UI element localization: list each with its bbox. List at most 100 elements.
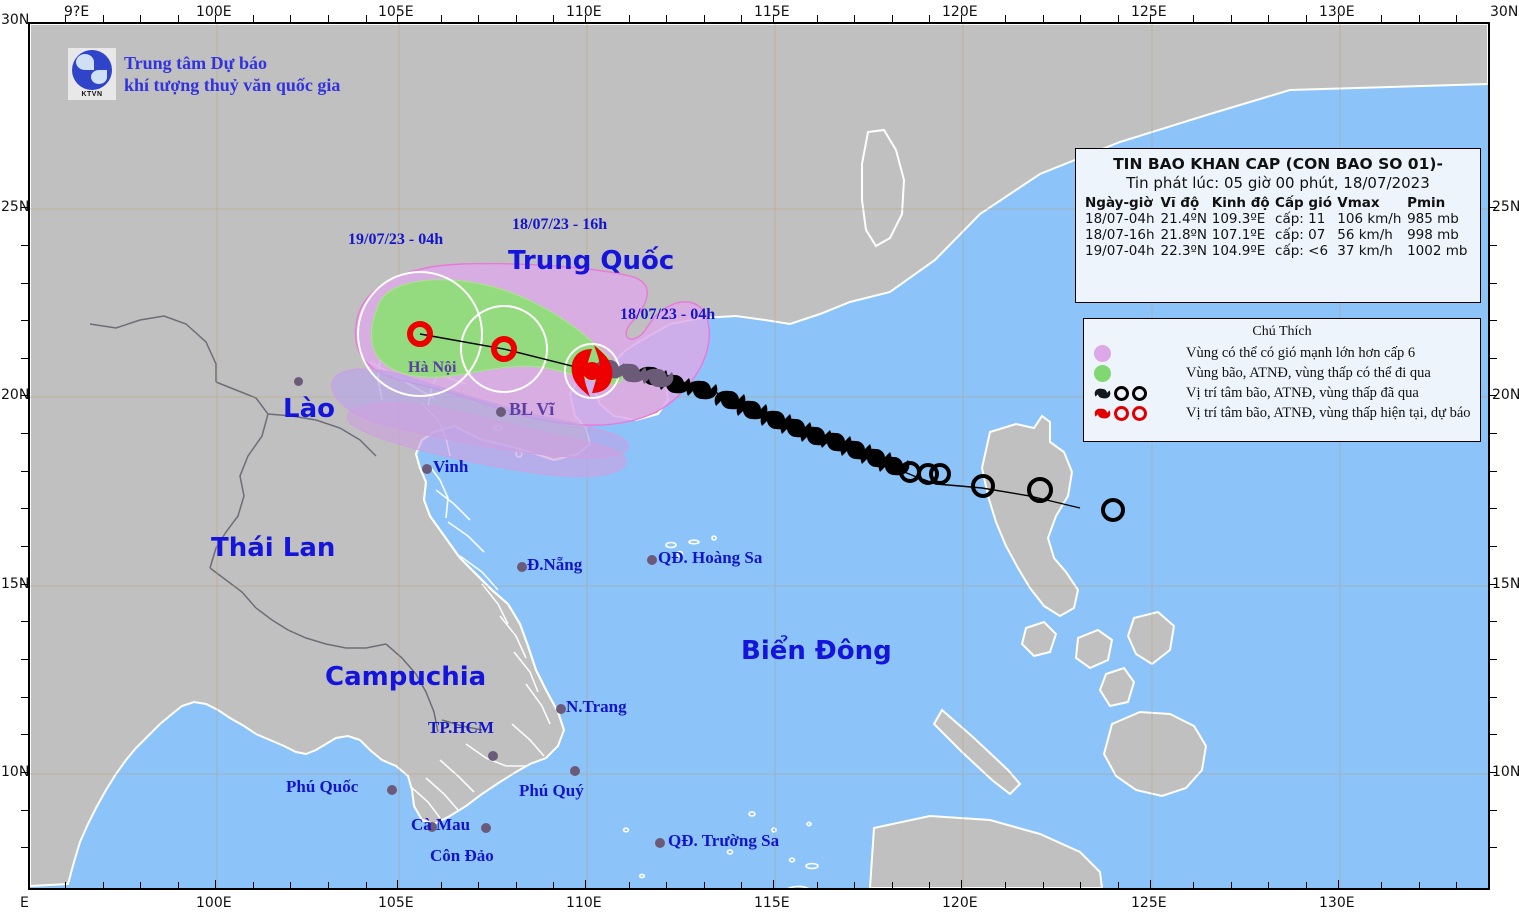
lat-tick-label-25N: 25N [1, 199, 30, 215]
legend-symbol-past [1090, 385, 1186, 402]
track-past-positions [636, 366, 910, 476]
marker-current-storm-center [571, 345, 613, 397]
legend-label-past: Vị trí tâm bão, ATNĐ, vùng thấp đã qua [1186, 384, 1419, 401]
cell-wind-level: cấp: 07 [1275, 227, 1326, 243]
legend-symbol-violet [1090, 344, 1186, 362]
agency-name: Trung tâm Dự báo khí tượng thuỷ văn quốc… [124, 52, 340, 97]
col-latitude: Vĩ độ [1160, 195, 1200, 211]
city-dot-vinh [422, 464, 432, 474]
axis-corner-right-label-top: 30N [1490, 4, 1519, 20]
lon-tick-label-115E: 115E [754, 4, 790, 20]
legend-label-violet: Vùng có thể có gió mạnh lớn hơn cấp 6 [1186, 344, 1416, 361]
cone-green-storm-path [370, 279, 623, 385]
cell-latitude: 21.8ºN [1160, 227, 1208, 243]
cell-datetime: 19/07-04h [1085, 243, 1155, 259]
red-open-circle-icon-1 [1114, 405, 1129, 421]
lon-tick-label-bottom-120E: 120E [942, 895, 978, 911]
city-label-da-nang: Đ.Nẵng [527, 555, 583, 574]
red-open-circle-icon-2 [1132, 405, 1147, 421]
agency-name-line1: Trung tâm Dự báo [124, 52, 267, 73]
landmass-mindoro [1020, 620, 1058, 658]
sea-label-bien-dong: Biển Đông [741, 636, 892, 666]
cone-violet-lower-lobe [346, 402, 627, 477]
city-dot-hoang-sa [647, 555, 657, 565]
legend-row-current-track: Vị trí tâm bão, ATNĐ, vùng thấp hiện tại… [1090, 403, 1474, 423]
country-borders [89, 315, 483, 733]
lon-tick-label-125E: 125E [1131, 4, 1167, 20]
lon-tick-label-100E: 100E [196, 4, 232, 20]
country-label-thai-lan: Thái Lan [211, 533, 336, 563]
legend-label-current: Vị trí tâm bão, ATNĐ, vùng thấp hiện tại… [1186, 404, 1471, 421]
cell-datetime: 18/07-04h [1085, 211, 1155, 227]
legend-row-green-area: Vùng bão, ATNĐ, vùng thấp có thể đi qua [1090, 363, 1474, 383]
city-dot-truong-sa [655, 838, 665, 848]
col-datetime: Ngày-giờ [1085, 195, 1153, 211]
city-label-ha-noi: Hà Nội [408, 359, 457, 376]
landmass-taiwan [861, 128, 906, 248]
landmass-samar-leyte [1126, 610, 1176, 666]
lon-tick-label-bottom-125E: 125E [1131, 895, 1167, 911]
cell-longitude: 107.1ºE [1211, 227, 1266, 243]
bulletin-issued-time: Tin phát lúc: 05 giờ 00 phút, 18/07/2023 [1126, 174, 1430, 192]
legend-symbol-green [1090, 364, 1186, 382]
agency-name-line2: khí tượng thuỷ văn quốc gia [124, 75, 341, 95]
lat-tick-label-right-20N: 20N [1492, 387, 1519, 403]
black-open-circle-icon-1 [1114, 385, 1129, 401]
storm-bulletin-panel: TIN BAO KHAN CAP (CON BAO SO 01)- Tin ph… [1075, 148, 1481, 303]
legend-row-past-track: Vị trí tâm bão, ATNĐ, vùng thấp đã qua [1090, 383, 1474, 403]
cell-vmax: 106 km/h [1337, 211, 1402, 227]
landmass-mindanao [1102, 710, 1208, 798]
landmass-palawan [932, 708, 1022, 796]
city-label-bl-vi: BL Vĩ [509, 399, 555, 419]
forecast-table: Ngày-giờ Vĩ độ Kinh độ Cấp gió Vmax Pmin… [1084, 195, 1472, 259]
black-cyclone-icon [1094, 388, 1111, 398]
country-label-campuchia: Campuchia [325, 662, 487, 692]
landmass-negros [1098, 666, 1136, 708]
marker-forecast-19-07-04h [407, 321, 433, 347]
track-open-circles [899, 461, 1125, 522]
lon-tick-label-120E: 120E [942, 4, 978, 20]
axis-corner-left-label: 9?E [64, 4, 90, 20]
cell-datetime: 18/07-16h [1085, 227, 1155, 243]
table-row: 18/07-16h 21.8ºN 107.1ºE cấp: 07 56 km/h… [1084, 227, 1472, 243]
city-label-tp-hcm: TP.HCM [428, 718, 494, 737]
col-pmin: Pmin [1407, 195, 1446, 211]
forecast-time-label-19-07-04h: 19/07/23 - 04h [348, 231, 444, 248]
col-vmax: Vmax [1337, 195, 1380, 211]
legend-label-green: Vùng bão, ATNĐ, vùng thấp có thể đi qua [1186, 364, 1431, 381]
lon-tick-label-bottom-130E: 130E [1319, 895, 1355, 911]
city-dot-tp-hcm [488, 751, 498, 761]
cell-latitude: 21.4ºN [1160, 211, 1208, 227]
lat-tick-label-right-10N: 10N [1492, 764, 1519, 780]
lat-tick-label-right-15N: 15N [1492, 576, 1519, 592]
city-label-nha-trang: N.Trang [566, 697, 627, 716]
cell-vmax: 56 km/h [1337, 227, 1393, 243]
city-dot-phu-quoc [387, 785, 397, 795]
lat-tick-label-right-25N: 25N [1492, 199, 1519, 215]
city-dot-da-nang [517, 562, 527, 572]
table-row: 18/07-04h 21.4ºN 109.3ºE cấp: 11 106 km/… [1084, 211, 1472, 227]
table-row: 19/07-04h 22.3ºN 104.9ºE cấp: <6 37 km/h… [1084, 243, 1472, 259]
lon-tick-label-110E: 110E [566, 4, 602, 20]
cell-vmax: 37 km/h [1337, 243, 1393, 259]
landmass-luzon [980, 414, 1080, 618]
city-dot-con-dao [481, 823, 491, 833]
lon-tick-label-bottom-left: E [20, 895, 29, 911]
green-area-swatch [1094, 364, 1111, 382]
cell-longitude: 109.3ºE [1211, 211, 1266, 227]
lat-tick-label-15N: 15N [1, 576, 30, 592]
forecast-table-header-row: Ngày-giờ Vĩ độ Kinh độ Cấp gió Vmax Pmin [1084, 195, 1472, 211]
col-wind-level: Cấp gió [1275, 195, 1332, 211]
logo-badge-text: KTVN [81, 91, 103, 98]
landmass-borneo-north [868, 814, 1104, 888]
lon-tick-label-130E: 130E [1319, 4, 1355, 20]
lat-tick-label-20N: 20N [1, 387, 30, 403]
city-dot-ca-mau [427, 822, 437, 832]
lon-tick-label-105E: 105E [378, 4, 414, 20]
lon-tick-label-bottom-105E: 105E [378, 895, 414, 911]
city-label-phu-quy: Phú Quý [519, 781, 584, 800]
lon-tick-label-bottom-100E: 100E [196, 895, 232, 911]
cell-wind-level: cấp: 11 [1275, 211, 1326, 227]
cell-pmin: 998 mb [1407, 227, 1459, 243]
